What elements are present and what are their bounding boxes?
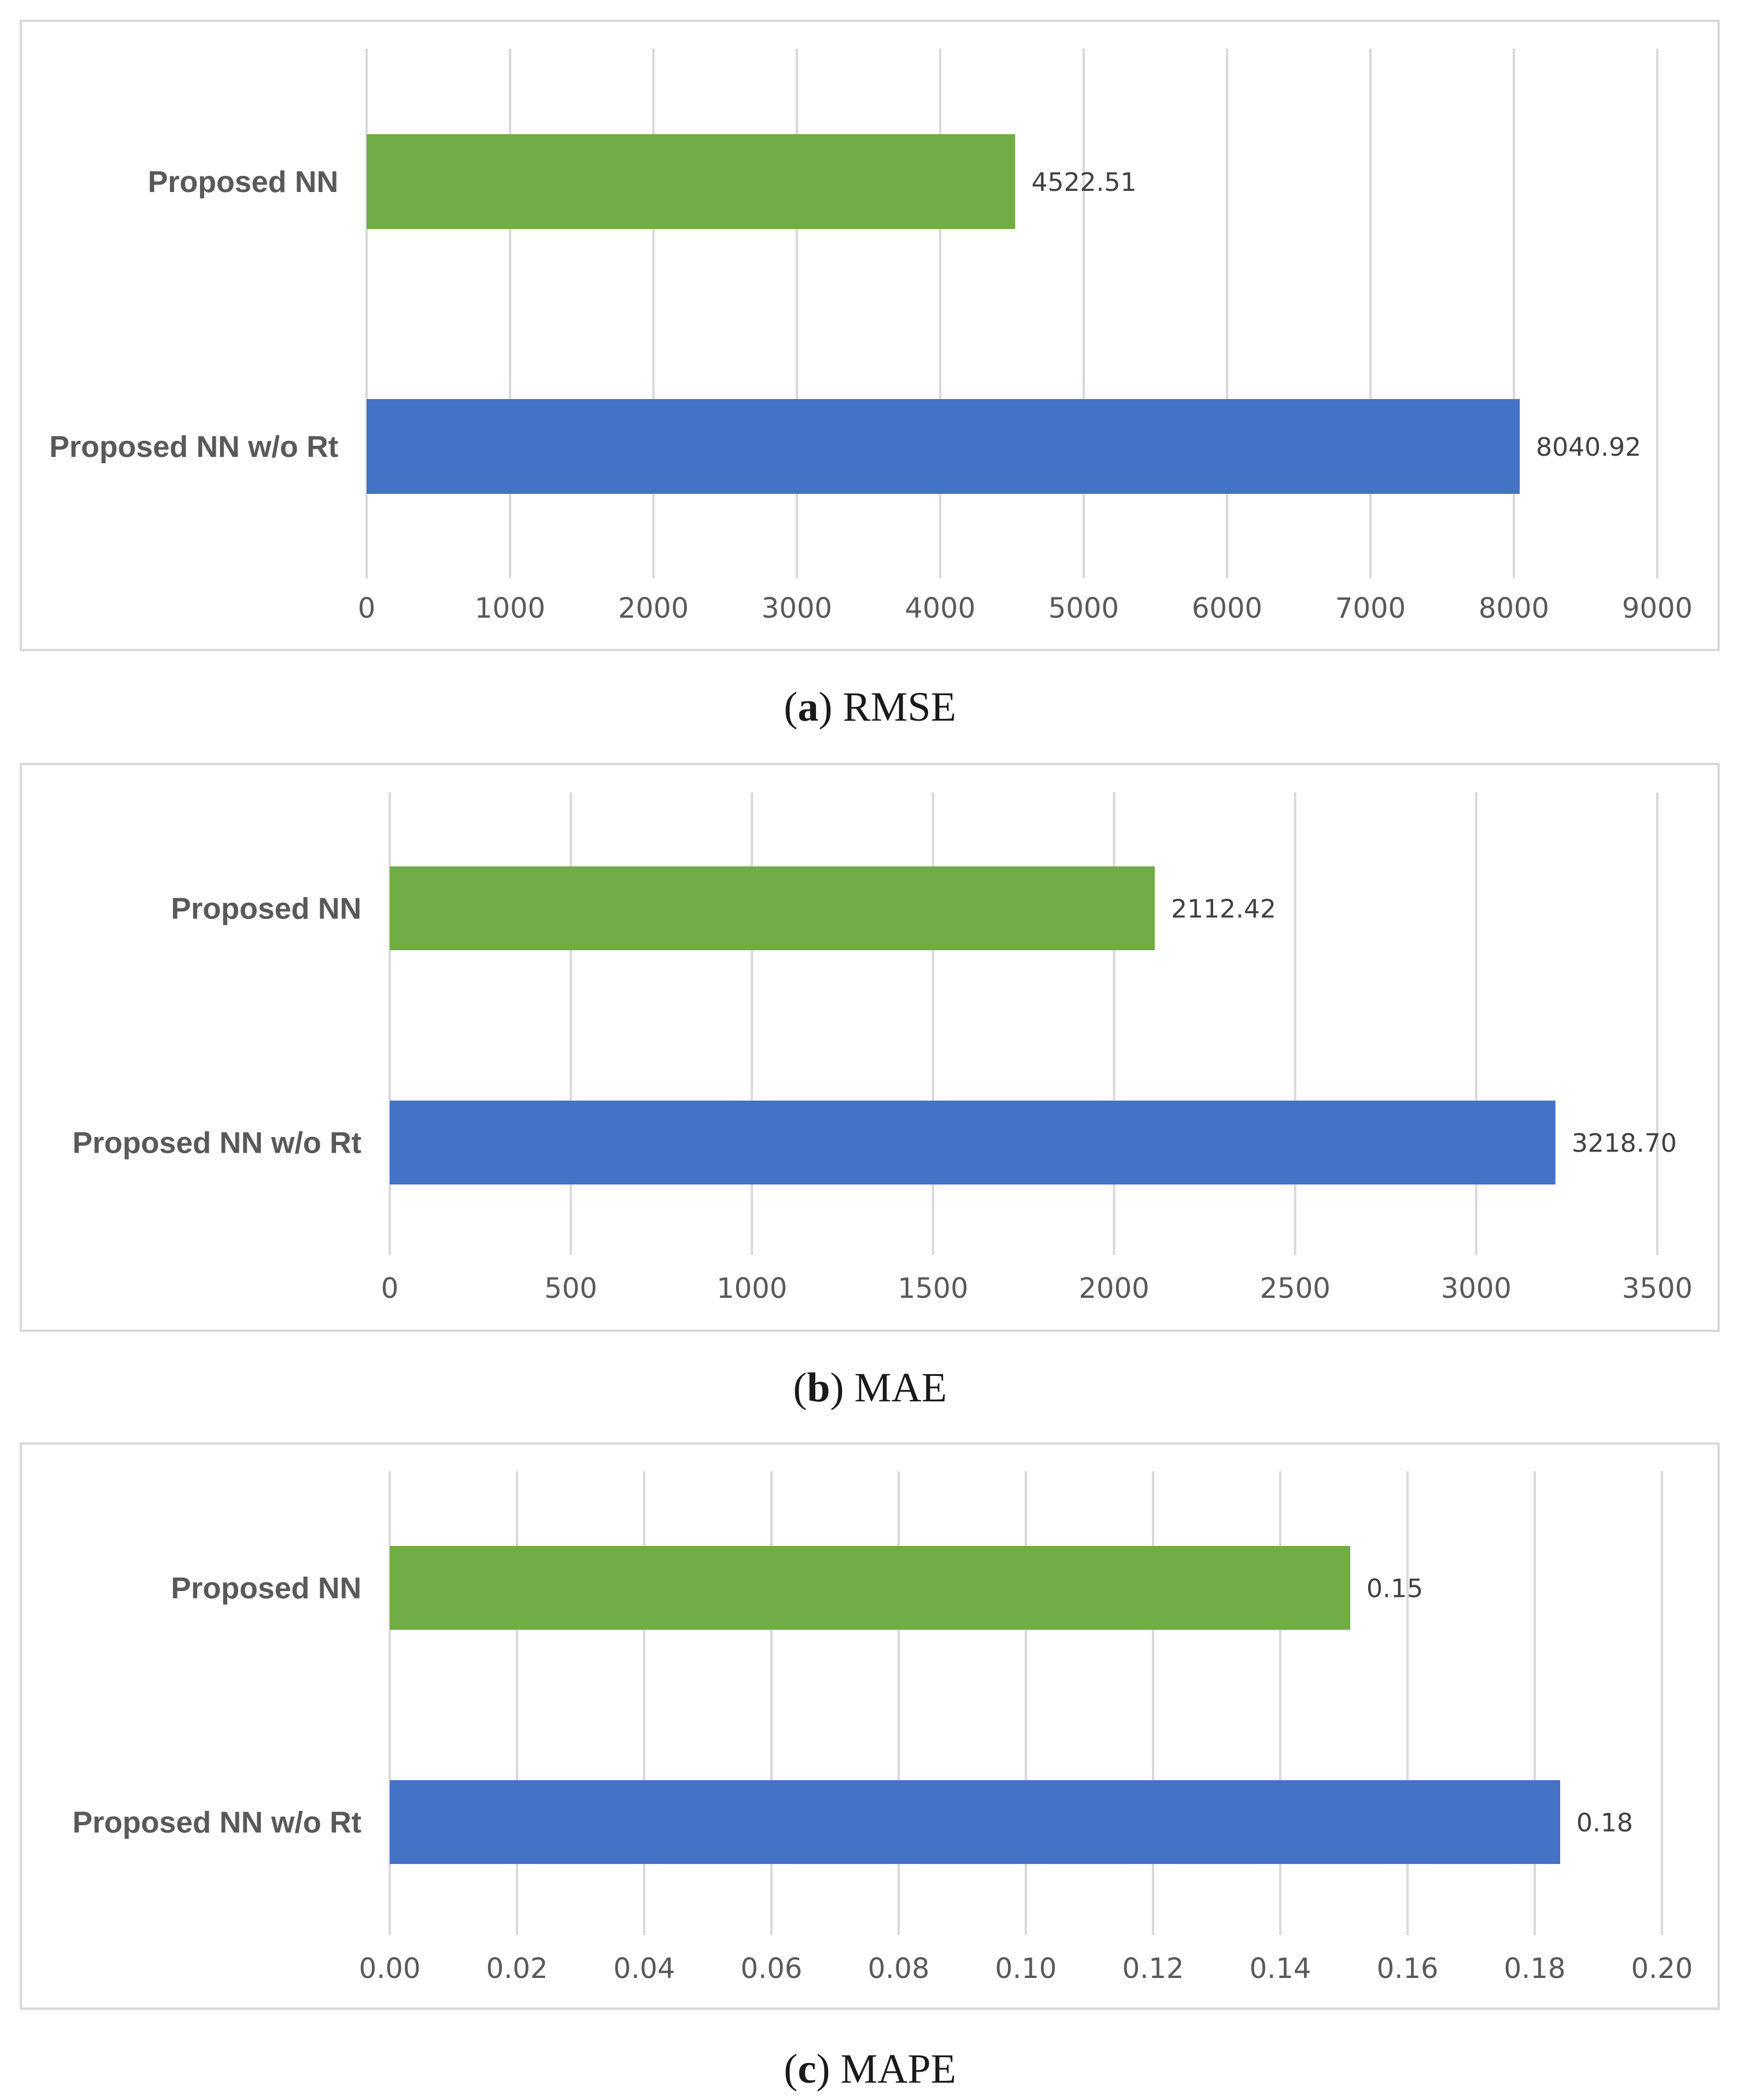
x-tick-label: 0.14 (1250, 1953, 1312, 1985)
caption-mae: (b) MAE (793, 1364, 947, 1411)
x-tick-label: 7000 (1335, 592, 1406, 625)
x-tick-label: 3000 (762, 592, 832, 625)
x-tick-label: 0 (358, 592, 376, 625)
chart-panel-mape (20, 1442, 1720, 2010)
caption-letter: a (797, 684, 819, 730)
chart-mape: 0.00 0.02 0.04 0.06 0.08 0.10 0.12 0.14 0.16 0.18… (72, 1471, 1693, 1985)
data-label: 0.15 (1366, 1574, 1423, 1604)
chart-rmse: 0 1000 2000 3000 4000 5000 6000 7000 8000 9000 Pro… (49, 49, 1693, 625)
x-tick-label: 2500 (1260, 1272, 1331, 1305)
caption-letter: b (807, 1364, 830, 1411)
x-tick-label: 0.00 (359, 1953, 421, 1985)
caption-mape: (c) MAPE (784, 2046, 956, 2092)
x-tick-label: 0.10 (995, 1953, 1057, 1985)
x-tick-label: 3500 (1622, 1272, 1693, 1305)
x-tick-label: 8000 (1479, 592, 1549, 625)
data-label: 2112.42 (1171, 895, 1276, 924)
caption-text: MAE (854, 1364, 947, 1411)
x-tick-label: 1500 (897, 1272, 968, 1305)
x-tick-label: 2000 (1078, 1272, 1149, 1305)
bar (367, 399, 1520, 494)
bar (390, 1101, 1556, 1184)
data-label: 8040.92 (1536, 433, 1641, 462)
data-label: 4522.51 (1032, 168, 1137, 197)
x-tick-label: 0.16 (1377, 1953, 1439, 1985)
x-tick-label: 1000 (716, 1272, 787, 1305)
category-label: Proposed NN w/o Rt (72, 1806, 361, 1840)
x-tick-label: 3000 (1441, 1272, 1512, 1305)
bar (367, 134, 1015, 229)
x-tick-label: 4000 (905, 592, 976, 625)
chart-mae: 0 500 1000 1500 2000 2500 3000 3500 Proposed NN 2… (72, 792, 1693, 1305)
bar (390, 1780, 1560, 1864)
x-tick-label: 0.02 (486, 1953, 548, 1985)
caption-text: RMSE (843, 684, 956, 730)
bar (390, 1546, 1350, 1630)
caption-rmse: (a) RMSE (784, 684, 956, 730)
category-label: Proposed NN (171, 1572, 361, 1606)
x-tick-label: 500 (544, 1272, 597, 1305)
caption-letter: c (797, 2046, 817, 2092)
x-tick-label: 0.06 (741, 1953, 803, 1985)
chart-panel-rmse (20, 20, 1720, 651)
bar (390, 866, 1155, 950)
caption-text: MAPE (840, 2046, 956, 2092)
x-tick-label: 0.04 (614, 1953, 675, 1985)
category-label: Proposed NN w/o Rt (72, 1127, 361, 1160)
x-tick-label: 5000 (1048, 592, 1119, 625)
x-tick-label: 0.20 (1631, 1953, 1693, 1985)
x-tick-label: 6000 (1192, 592, 1262, 625)
x-tick-label: 9000 (1622, 592, 1693, 625)
x-tick-label: 0.18 (1504, 1953, 1566, 1985)
data-label: 0.18 (1576, 1809, 1633, 1838)
x-tick-label: 2000 (618, 592, 689, 625)
x-tick-label: 0.08 (868, 1953, 930, 1985)
data-label: 3218.70 (1572, 1129, 1677, 1158)
category-label: Proposed NN w/o Rt (49, 430, 338, 464)
category-label: Proposed NN (171, 892, 361, 926)
chart-panel-mae (20, 763, 1720, 1332)
category-label: Proposed NN (148, 165, 338, 199)
x-tick-label: 1000 (475, 592, 545, 625)
x-tick-label: 0 (381, 1272, 399, 1305)
x-tick-label: 0.12 (1122, 1953, 1184, 1985)
